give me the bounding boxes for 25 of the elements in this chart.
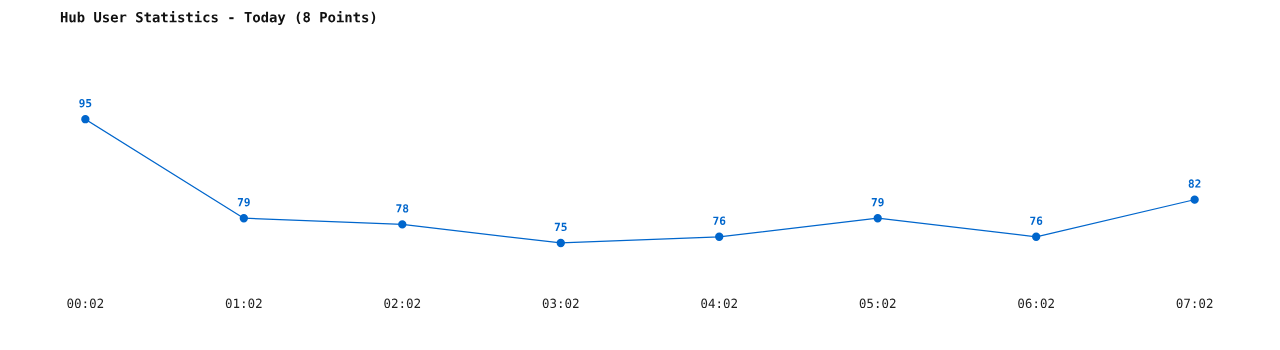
data-label: 82 [1188,179,1201,188]
data-label: 76 [1030,216,1043,225]
point [873,214,882,223]
data-label: 76 [713,216,726,225]
x-tick-label: 02:02 [384,298,421,309]
data-label: 78 [396,204,409,213]
point [1190,195,1199,204]
point [398,220,407,229]
point [715,232,724,241]
x-tick-label: 03:02 [542,298,579,309]
point [81,115,90,124]
point [556,238,565,248]
chart-title: Hub User Statistics - Today (8 Points) [60,10,376,26]
x-tick-label: 01:02 [225,298,262,309]
point [239,214,248,223]
data-label: 79 [237,198,250,207]
data-label: 79 [871,198,884,207]
x-tick-label: 05:02 [859,298,896,309]
x-tick-label: 06:02 [1018,298,1054,309]
point [1032,232,1041,241]
x-tick-label: 07:02 [1176,298,1213,309]
x-tick-label: 00:02 [67,298,104,309]
data-label: 75 [554,222,567,232]
data-label: 95 [79,99,92,108]
x-tick-label: 04:02 [701,298,737,309]
